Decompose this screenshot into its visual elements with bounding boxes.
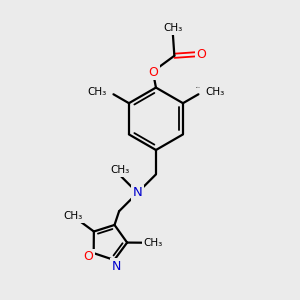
Text: CH₃: CH₃ [87, 87, 106, 97]
Text: CH₃: CH₃ [206, 87, 225, 97]
Text: methyl: methyl [202, 92, 208, 93]
Text: O: O [148, 66, 158, 79]
Text: CH₃: CH₃ [143, 238, 163, 248]
Text: O: O [83, 250, 93, 263]
Text: CH₃: CH₃ [63, 211, 83, 221]
Text: N: N [112, 260, 121, 273]
Text: CH₃: CH₃ [163, 23, 182, 33]
Text: O: O [196, 48, 206, 61]
Text: CH₃: CH₃ [110, 165, 129, 175]
Text: methyl: methyl [196, 87, 201, 88]
Text: N: N [133, 186, 142, 199]
